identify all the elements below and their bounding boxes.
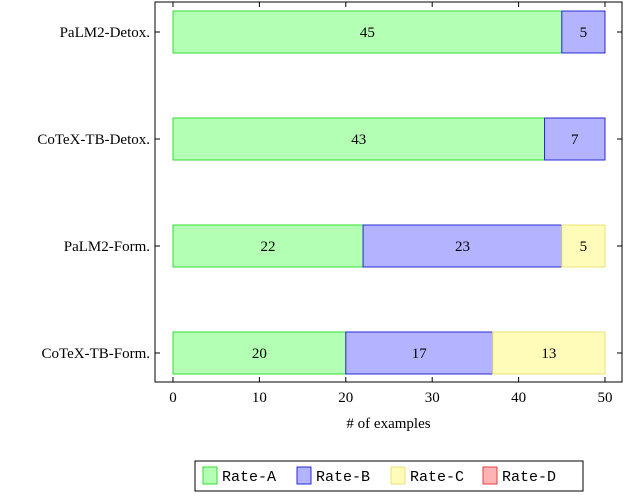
legend-label: Rate-B <box>316 469 370 486</box>
x-axis-tick-labels: 0 10 20 30 40 50 <box>169 390 612 406</box>
bar-segment-rate-a-1 <box>172 10 563 54</box>
bar-value-label: 22 <box>261 239 276 255</box>
bar-value-label: 13 <box>541 346 556 362</box>
bar-segment-rate-b-4 <box>345 331 494 375</box>
y-category-label: PaLM2-Form. <box>64 239 150 255</box>
bar-segment-rate-a-3 <box>172 224 364 268</box>
bar-value-labels: 45 5 43 7 22 23 5 20 17 13 <box>252 25 587 362</box>
bar-segment-rate-a-2 <box>172 117 546 161</box>
x-tick-label: 30 <box>425 390 440 406</box>
plot-area-frame <box>154 1 623 383</box>
bar-segment-rate-b-3 <box>362 224 563 268</box>
bar-value-label: 7 <box>571 132 579 148</box>
bar-segment-rate-a-4 <box>172 331 347 375</box>
bar-value-label: 5 <box>580 25 588 41</box>
legend-box <box>194 460 584 492</box>
bars-layer <box>172 10 606 375</box>
axis-ticks <box>155 2 622 382</box>
x-tick-label: 20 <box>338 390 353 406</box>
x-tick-label: 0 <box>169 390 177 406</box>
x-tick-label: 10 <box>252 390 267 406</box>
x-tick-label: 40 <box>511 390 526 406</box>
bar-value-label: 20 <box>252 346 267 362</box>
y-axis-category-labels: PaLM2-Detox. CoTeX-TB-Detox. PaLM2-Form. Co… <box>37 25 150 362</box>
y-category-label: PaLM2-Detox. <box>60 25 150 41</box>
legend-swatch-rate-a <box>202 466 218 485</box>
x-axis-label: # of examples <box>346 416 430 432</box>
legend: Rate-A Rate-B Rate-C Rate-D <box>194 460 584 492</box>
y-category-label: CoTeX-TB-Detox. <box>37 132 150 148</box>
bar-value-label: 23 <box>455 239 470 255</box>
legend-swatch-rate-b <box>296 466 312 485</box>
legend-label: Rate-D <box>502 469 556 486</box>
bar-segment-rate-b-2 <box>544 117 606 161</box>
bar-value-label: 5 <box>580 239 588 255</box>
x-tick-label: 50 <box>598 390 613 406</box>
bar-value-label: 45 <box>360 25 375 41</box>
legend-label: Rate-C <box>410 469 464 486</box>
bar-value-label: 43 <box>351 132 366 148</box>
bar-segment-rate-c-4 <box>492 331 606 375</box>
bar-segment-rate-b-1 <box>561 10 606 54</box>
legend-swatch-rate-d <box>482 466 498 485</box>
bar-segment-rate-c-3 <box>561 224 606 268</box>
legend-label: Rate-A <box>222 469 276 486</box>
bar-value-label: 17 <box>412 346 428 362</box>
legend-swatch-rate-c <box>390 466 406 485</box>
y-category-label: CoTeX-TB-Form. <box>41 346 150 362</box>
